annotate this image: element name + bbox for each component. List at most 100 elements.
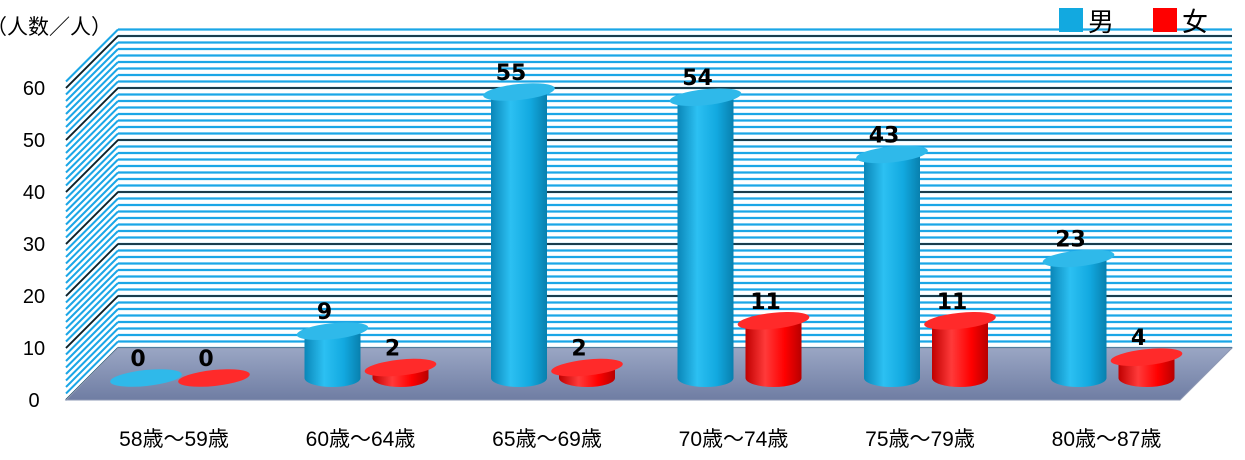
bar-male-2-body <box>491 92 547 387</box>
side-stripe <box>65 152 119 206</box>
side-stripe <box>65 100 119 154</box>
gridline <box>65 139 1232 193</box>
bar-male-2-top <box>483 83 555 101</box>
side-stripe <box>65 28 119 83</box>
side-stripe <box>65 230 119 284</box>
side-stripe <box>65 67 119 122</box>
bar-male-4 <box>856 145 928 387</box>
side-stripe <box>65 126 119 180</box>
data-label: 4 <box>1131 326 1146 351</box>
bar-male-4-top <box>856 145 928 164</box>
side-stripe <box>65 249 119 304</box>
bar-male-0 <box>110 369 182 387</box>
side-stripe <box>65 256 119 310</box>
legend-swatch-female <box>1153 8 1177 32</box>
bar-female-1-top <box>364 358 437 377</box>
side-stripe <box>65 54 119 109</box>
data-label: 2 <box>385 337 400 362</box>
y-tick-label: 60 <box>23 78 45 100</box>
side-stripe <box>65 132 119 187</box>
y-tick-label: 50 <box>23 130 45 152</box>
bar-female-5-top <box>1110 348 1183 367</box>
data-label: 2 <box>571 337 586 362</box>
bar-male-1 <box>296 322 369 387</box>
gridline <box>65 35 1232 89</box>
gridline <box>65 87 1232 141</box>
side-stripe <box>65 301 119 356</box>
bar-male-5-top <box>1042 249 1115 268</box>
data-label: 9 <box>317 300 332 325</box>
x-tick-label: 80歳～87歳 <box>1052 428 1162 451</box>
data-label: 55 <box>496 61 527 86</box>
gridline <box>65 191 1232 245</box>
legend-label-male: 男 <box>1088 8 1114 38</box>
bar-female-0 <box>178 369 250 387</box>
side-stripe <box>65 275 119 330</box>
side-stripe <box>65 48 119 102</box>
bar-male-3-top <box>669 88 742 107</box>
x-tick-label: 75歳～79歳 <box>865 428 975 451</box>
side-stripe <box>65 269 119 323</box>
side-stripe <box>65 314 119 369</box>
bar-female-5 <box>1110 348 1183 387</box>
data-labels-group: 0 0 9 2 55 2 54 11 43 11 23 4 <box>130 61 1146 372</box>
legend-swatch-male <box>1059 8 1083 32</box>
y-axis-unit-label: （人数／人） <box>0 15 112 39</box>
bar-female-4-top <box>924 311 996 330</box>
side-stripe <box>65 165 119 219</box>
x-tick-label: 58歳～59歳 <box>119 428 229 451</box>
bar-male-4-body <box>864 154 920 387</box>
bar-male-3 <box>669 88 742 387</box>
bars-group <box>110 83 1183 387</box>
bar-female-0-top <box>178 369 250 387</box>
side-stripe <box>65 80 119 135</box>
side-stripe <box>65 61 119 115</box>
side-stripe <box>65 113 119 167</box>
bar-male-0-top <box>110 369 182 387</box>
gridline <box>65 243 1232 297</box>
gridline <box>65 295 1232 349</box>
x-axis: 58歳～59歳 60歳～64歳 65歳～69歳 70歳～74歳 75歳～79歳 80歳～8… <box>119 428 1161 451</box>
bar-female-1 <box>364 358 437 387</box>
bar-female-4-body <box>932 320 988 387</box>
bar-female-2-top <box>551 358 623 377</box>
side-stripe <box>65 171 119 226</box>
bar-male-5-body <box>1050 258 1107 387</box>
y-tick-label: 30 <box>23 234 45 256</box>
x-tick-label: 60歳～64歳 <box>306 428 416 451</box>
bar-male-1-top <box>296 322 369 341</box>
bar-male-1-body <box>304 331 361 387</box>
y-tick-label: 10 <box>23 338 45 360</box>
bar-female-3-body <box>745 320 802 387</box>
side-stripe <box>65 106 119 161</box>
side-stripe <box>65 223 119 278</box>
bar-female-3-top <box>737 311 810 330</box>
x-tick-label: 65歳～69歳 <box>492 428 602 451</box>
side-stripe <box>65 210 119 265</box>
side-stripe <box>65 282 119 336</box>
y-tick-label: 40 <box>23 182 45 204</box>
side-stripe <box>65 288 119 343</box>
bar-male-2 <box>483 83 555 387</box>
bar-female-3 <box>737 311 810 387</box>
side-wall <box>65 28 119 401</box>
side-stripe <box>65 41 119 96</box>
side-stripe <box>65 340 119 395</box>
side-stripe <box>65 197 119 252</box>
side-stripe <box>65 119 119 174</box>
data-label: 23 <box>1055 227 1086 252</box>
side-stripe <box>65 145 119 200</box>
x-tick-label: 70歳～74歳 <box>679 428 789 451</box>
data-label: 11 <box>937 290 968 315</box>
bar-female-4 <box>924 311 996 387</box>
side-stripe <box>65 204 119 258</box>
data-label: 0 <box>130 347 145 372</box>
legend-label-female: 女 <box>1182 8 1208 38</box>
bar-male-3-body <box>677 97 734 387</box>
side-stripe <box>65 327 119 382</box>
y-axis: 0 10 20 30 40 50 60 <box>23 78 45 412</box>
bar-male-5 <box>1042 249 1115 387</box>
side-stripe <box>65 178 119 232</box>
data-label: 54 <box>682 66 713 91</box>
